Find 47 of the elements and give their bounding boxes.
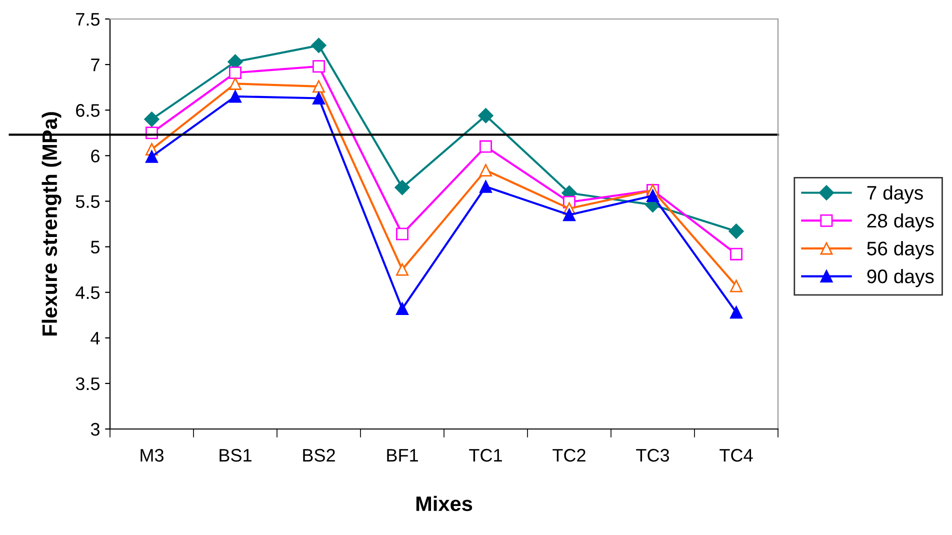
x-tick-label: BS2: [303, 448, 335, 462]
y-tick-label: 6.5: [76, 104, 100, 117]
point: [646, 190, 659, 202]
y-tick-label: 7.5: [76, 13, 100, 26]
y-tick-label: 7: [91, 58, 100, 72]
point: [730, 306, 742, 319]
y-tick-label: 4.5: [76, 286, 100, 300]
point: [730, 248, 742, 260]
legend-label: 28 days: [867, 213, 934, 232]
point: [478, 108, 494, 124]
legend-label: 7 days: [867, 185, 923, 204]
y-tick-label: 5: [90, 240, 100, 254]
point: [396, 228, 408, 240]
y-tick-label: 3: [90, 422, 100, 436]
x-tick-label: TC1: [469, 448, 502, 462]
point: [312, 80, 325, 93]
point: [394, 180, 410, 196]
x-tick-label: TC4: [720, 448, 753, 462]
y-tick-label: 6: [91, 150, 100, 162]
point: [312, 92, 325, 105]
point: [396, 263, 408, 276]
point: [396, 302, 408, 315]
point: [229, 90, 242, 103]
point: [312, 60, 325, 73]
point: [730, 280, 742, 292]
point: [563, 208, 576, 222]
y-tick-label: 5.5: [76, 195, 100, 208]
legend-label: 56 days: [867, 241, 934, 260]
point: [146, 150, 158, 163]
point: [480, 140, 492, 153]
point: [311, 38, 326, 53]
x-tick-label: BS1: [220, 448, 252, 462]
point: [229, 77, 242, 90]
y-tick-label: 4: [90, 332, 100, 344]
y-tick-label: 3.5: [76, 377, 100, 390]
x-tick-label: TC3: [636, 448, 670, 462]
point: [144, 112, 160, 127]
x-axis-title: Mixes: [416, 496, 472, 512]
x-tick-label: TC2: [552, 448, 586, 462]
point: [480, 180, 492, 193]
x-tick-label: M3: [140, 448, 164, 462]
x-tick-label: BF1: [387, 449, 418, 462]
point: [728, 224, 744, 239]
y-axis-title: Flexure strength (MPa): [42, 112, 62, 336]
point: [480, 164, 492, 176]
legend-label: 90 days: [867, 269, 934, 288]
point: [229, 66, 242, 80]
